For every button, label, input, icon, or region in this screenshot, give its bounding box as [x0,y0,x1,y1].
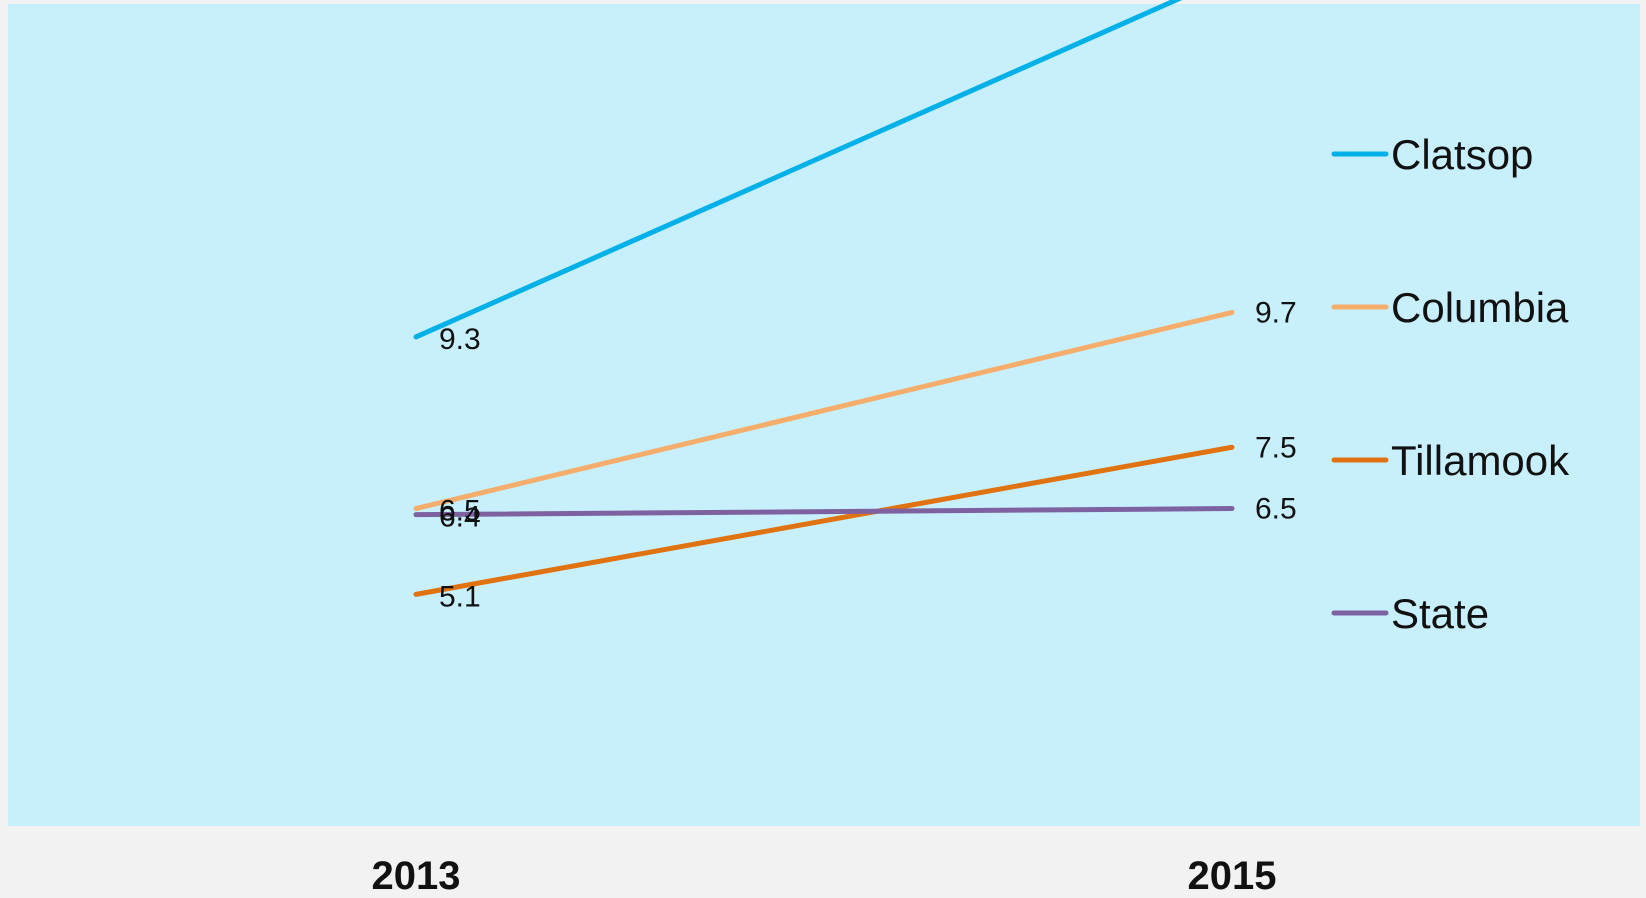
legend-label-tillamook: Tillamook [1391,437,1570,484]
series-line-columbia [413,309,1235,512]
data-label-state-2013: 6.4 [439,501,481,534]
legend-label-clatsop: Clatsop [1391,131,1533,178]
x-tick-label-2013: 2013 [372,854,461,898]
data-labels: 9.315.26.59.75.17.56.46.5 [439,296,1297,613]
legend-item-tillamook: Tillamook [1331,437,1570,484]
data-label-state-2015: 6.5 [1255,493,1297,526]
legend-item-columbia: Columbia [1331,284,1569,331]
x-axis-ticks: 2013 2015 [372,854,1277,898]
series-line-tillamook [413,444,1235,597]
series-lines [413,0,1235,597]
plot-area [8,4,1640,826]
data-label-columbia-2015: 9.7 [1255,296,1297,329]
legend: Clatsop Columbia Tillamook State [1331,131,1570,637]
data-label-columbia-2013: 6.5 [439,495,481,528]
data-label-tillamook-2013: 5.1 [439,580,481,613]
legend-label-state: State [1391,590,1489,637]
data-label-clatsop-2013: 9.3 [439,323,481,356]
legend-item-clatsop: Clatsop [1331,131,1533,178]
series-line-state [413,506,1235,518]
legend-label-columbia: Columbia [1391,284,1569,331]
legend-item-state: State [1331,590,1489,637]
data-label-tillamook-2015: 7.5 [1255,431,1297,464]
x-tick-label-2015: 2015 [1188,854,1277,898]
series-line-clatsop [413,0,1183,340]
